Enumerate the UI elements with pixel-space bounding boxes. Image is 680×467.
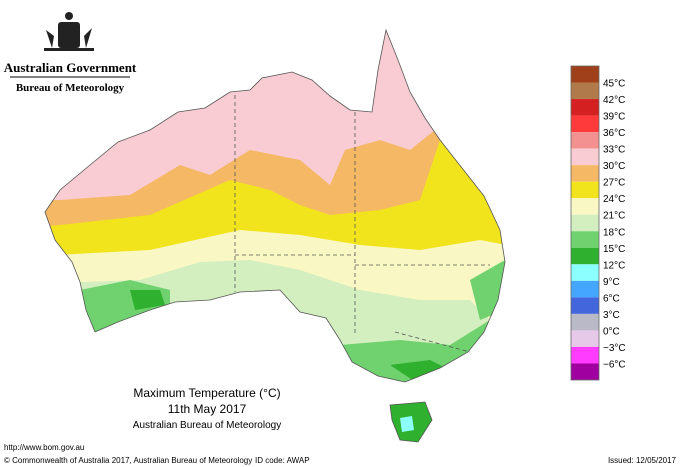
legend: 45°C 42°C 39°C 36°C 33°C 30°C 27°C 24°C 21°C 18°C…: [570, 65, 626, 381]
legend-swatch: [571, 99, 599, 116]
legend-label: 33°C: [603, 145, 625, 156]
legend-label: 24°C: [603, 194, 625, 205]
legend-label: 0°C: [603, 326, 620, 337]
legend-swatch: [571, 132, 599, 149]
legend-swatch: [571, 165, 599, 182]
legend-label: 45°C: [603, 79, 625, 90]
map-date: 11th May 2017: [168, 402, 247, 416]
legend-label: −6°C: [603, 359, 626, 370]
coat-of-arms: [44, 12, 94, 51]
footer-url: http://www.bom.gov.au: [4, 443, 84, 452]
legend-swatch: [571, 280, 599, 298]
legend-label: 6°C: [603, 293, 620, 304]
legend-swatch: [571, 231, 599, 248]
tasmania: [389, 401, 433, 443]
legend-swatch: [571, 214, 599, 232]
legend-label: 39°C: [603, 112, 625, 123]
legend-label: 30°C: [603, 161, 625, 172]
legend-frame: [570, 65, 600, 381]
legend-label: −3°C: [603, 343, 626, 354]
legend-swatch: [571, 313, 599, 331]
legend-swatch: [571, 66, 599, 83]
legend-swatch: [571, 82, 599, 100]
footer-id-code: ID code: AWAP: [255, 456, 310, 465]
legend-label: 3°C: [603, 310, 620, 321]
legend-label: 42°C: [603, 95, 625, 106]
legend-swatch: [571, 363, 599, 380]
government-name: Australian Government: [4, 60, 137, 75]
legend-label: 9°C: [603, 277, 620, 288]
coastline: [44, 28, 506, 383]
legend-swatch: [571, 264, 599, 281]
footer-copyright: © Commonwealth of Australia 2017, Austra…: [4, 456, 252, 465]
legend-label: 21°C: [603, 211, 625, 222]
legend-swatch: [571, 346, 599, 364]
legend-swatch: [571, 330, 599, 347]
state-borders: [234, 95, 490, 353]
footer-issued: Issued: 12/05/2017: [608, 456, 677, 465]
legend-label: 18°C: [603, 227, 625, 238]
legend-swatch: [571, 148, 599, 166]
map-source: Australian Bureau of Meteorology: [133, 420, 281, 431]
bureau-name: Bureau of Meteorology: [16, 82, 125, 94]
legend-swatch: [571, 115, 599, 133]
legend-label: 36°C: [603, 128, 625, 139]
legend-label: 12°C: [603, 260, 625, 271]
map-title: Maximum Temperature (°C): [133, 386, 280, 400]
legend-swatch: [571, 198, 599, 215]
legend-label: 15°C: [603, 244, 625, 255]
legend-swatch: [571, 247, 599, 265]
legend-label: 27°C: [603, 178, 625, 189]
legend-swatch: [571, 297, 599, 314]
legend-swatch: [571, 181, 599, 199]
